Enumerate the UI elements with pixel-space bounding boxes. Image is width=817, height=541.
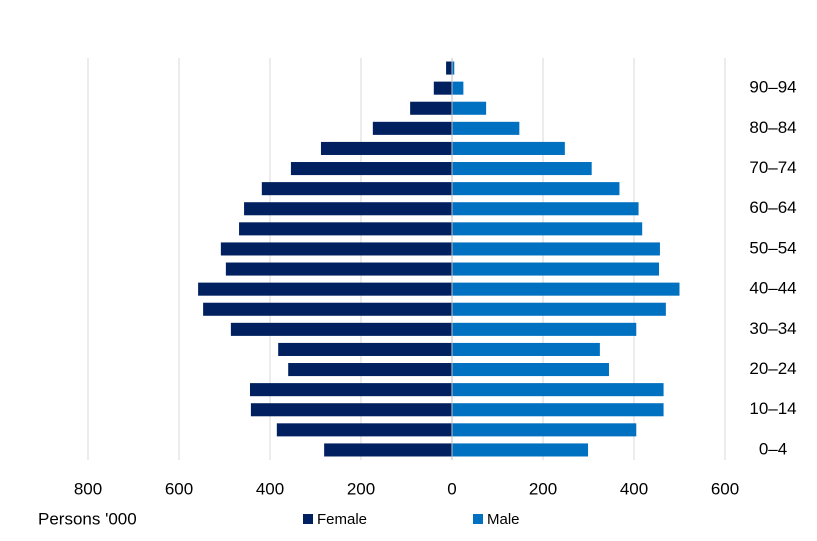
bar (244, 202, 452, 216)
y-tick-label: 40–44 (749, 279, 796, 298)
bar (452, 282, 680, 296)
bar (452, 242, 660, 256)
y-tick-label: 0–4 (759, 439, 787, 458)
bar (452, 423, 637, 437)
bar (452, 262, 660, 276)
bar (433, 81, 452, 95)
legend-swatch (473, 514, 483, 524)
bar (225, 262, 452, 276)
x-axis-label: Persons '000 (38, 509, 137, 528)
x-tick-label: 0 (447, 479, 456, 498)
bar (452, 342, 600, 356)
bar (250, 403, 452, 417)
bar (220, 242, 452, 256)
bar (278, 342, 452, 356)
bar (372, 121, 452, 135)
x-tick-label: 600 (711, 479, 739, 498)
y-tick-label: 50–54 (749, 238, 796, 257)
bar (452, 383, 664, 397)
bar (320, 141, 452, 155)
y-tick-label: 80–84 (749, 118, 796, 137)
legend-swatch (303, 514, 313, 524)
x-tick-label: 600 (165, 479, 193, 498)
y-tick-label: 90–94 (749, 78, 796, 97)
legend-label: Female (317, 511, 367, 528)
bar (446, 61, 452, 75)
bar (288, 363, 452, 377)
bar (410, 101, 452, 115)
bar (249, 383, 452, 397)
x-tick-label: 400 (256, 479, 284, 498)
x-tick-label: 200 (529, 479, 557, 498)
bar (452, 443, 589, 457)
bar (452, 162, 592, 176)
bar (452, 81, 464, 95)
bar (452, 101, 487, 115)
bar (261, 182, 452, 196)
bar (452, 363, 609, 377)
bar (230, 322, 452, 336)
bar (324, 443, 452, 457)
bar (452, 322, 637, 336)
bar (203, 302, 452, 316)
bar (290, 162, 452, 176)
bar (452, 403, 664, 417)
y-tick-label: 60–64 (749, 198, 796, 217)
bar (452, 141, 565, 155)
x-tick-label: 200 (347, 479, 375, 498)
bar (452, 302, 666, 316)
bar (198, 282, 452, 296)
bar (452, 121, 520, 135)
x-tick-label: 400 (620, 479, 648, 498)
y-tick-label: 10–14 (749, 399, 796, 418)
y-tick-label: 30–34 (749, 319, 796, 338)
legend-label: Male (487, 511, 520, 528)
y-tick-label: 70–74 (749, 158, 796, 177)
bar (452, 182, 620, 196)
x-tick-label: 800 (74, 479, 102, 498)
bar (239, 222, 452, 236)
bar (452, 202, 639, 216)
bar (452, 61, 455, 75)
bar (452, 222, 643, 236)
y-tick-label: 20–24 (749, 359, 796, 378)
bar (276, 423, 452, 437)
